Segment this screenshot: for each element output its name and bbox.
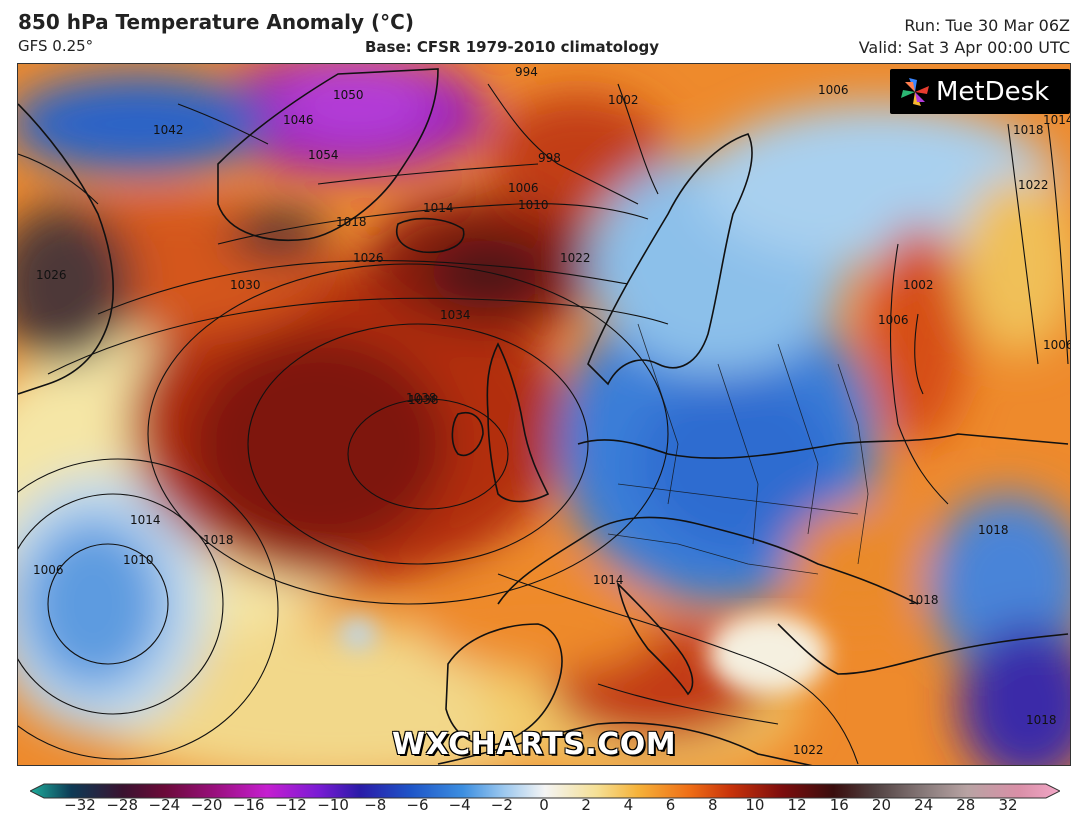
model-label: GFS 0.25° — [18, 37, 94, 55]
colorbar-tick-label: −16 — [232, 796, 265, 814]
colorbar-tick-label: 6 — [665, 796, 676, 814]
colorbar-tick-label: −10 — [317, 796, 349, 814]
isobar-label: 1014 — [1043, 113, 1071, 127]
colorbar-tick-label: −32 — [64, 796, 96, 814]
isobar-label: 1018 — [203, 533, 234, 547]
isobar-label: 1018 — [1013, 123, 1044, 137]
pinwheel-icon — [901, 78, 929, 106]
colorbar-tick-label: −8 — [364, 796, 387, 814]
colorbar-tick-label: 24 — [914, 796, 934, 814]
colorbar-tick-label: −4 — [448, 796, 471, 814]
isobar-label: 1006 — [508, 181, 539, 195]
isobar-label: 1014 — [423, 201, 454, 215]
colorbar — [30, 783, 1060, 799]
watermark: WXCHARTS.COM — [392, 727, 677, 762]
map-canvas: 1042 1050 1046 1054 1038 994 998 1002 10… — [18, 64, 1071, 765]
anomaly-map: 1042 1050 1046 1054 1038 994 998 1002 10… — [17, 63, 1071, 766]
isobar-label: 1006 — [33, 563, 64, 577]
isobar-label: 1046 — [283, 113, 314, 127]
isobar-label: 1014 — [593, 573, 624, 587]
coastlines — [18, 68, 1069, 765]
colorbar-tick-label: −20 — [190, 796, 223, 814]
isobar-label: 1018 — [978, 523, 1009, 537]
country-borders — [607, 323, 869, 575]
colorbar-tick-label: 4 — [623, 796, 634, 814]
isobar-label: 1026 — [36, 268, 67, 282]
isobar-label: 1018 — [908, 593, 939, 607]
colorbar-tick-label: 2 — [581, 796, 591, 814]
isobar-label: 1026 — [353, 251, 384, 265]
isobar-label: 1022 — [560, 251, 591, 265]
colorbar-tick-label: 28 — [956, 796, 976, 814]
isobar-label: 1038 — [408, 393, 439, 407]
colorbar-tick-label: 12 — [787, 796, 807, 814]
header: 850 hPa Temperature Anomaly (°C) GFS 0.2… — [0, 0, 1088, 62]
colorbar-tick-label: 8 — [707, 796, 718, 814]
isobar-label: 1006 — [1043, 338, 1071, 352]
colorbar-tick-label: 20 — [871, 796, 891, 814]
isobar-label: 1038 — [406, 391, 437, 405]
climatology-base-label: Base: CFSR 1979-2010 climatology — [365, 38, 660, 56]
isobar-label: 994 — [515, 65, 538, 79]
colorbar-tick-label: −6 — [406, 796, 429, 814]
isobar-label: 1022 — [793, 743, 824, 757]
logo-text: MetDesk — [936, 77, 1050, 107]
isobar-label: 1018 — [1026, 713, 1057, 727]
isobar-label: 1002 — [903, 278, 934, 292]
isobar-label: 1006 — [878, 313, 909, 327]
isobar-label: 1042 — [153, 123, 184, 137]
colorbar-tick-label: 10 — [745, 796, 765, 814]
colorbar-ticks: −32 −28 −24 −20 −16 −12 −10 −8 −6 −4 −2 0 2 4 6 8 10 12 16… — [0, 790, 1088, 820]
isobar-label: 1010 — [518, 198, 549, 212]
colorbar-tick-label: −2 — [490, 796, 513, 814]
isobar-label: 1030 — [230, 278, 261, 292]
isobar-label: 1002 — [608, 93, 639, 107]
isobar-labels: 1042 1050 1046 1054 1038 994 998 1002 10… — [33, 65, 1071, 757]
colorbar-tick-label: −28 — [106, 796, 138, 814]
colorbar-tick-label: 32 — [998, 796, 1018, 814]
run-time-label: Run: Tue 30 Mar 06Z — [904, 16, 1070, 35]
isobar-label: 998 — [538, 151, 561, 165]
isobar-label: 1006 — [818, 83, 849, 97]
chart-title: 850 hPa Temperature Anomaly (°C) — [18, 10, 414, 34]
isobar-label: 1034 — [440, 308, 471, 322]
isobar-label: 1050 — [333, 88, 364, 102]
isobar-label: 1022 — [1018, 178, 1049, 192]
isobar-label: 1018 — [336, 215, 367, 229]
isobar-label: 1010 — [123, 553, 154, 567]
isobars — [18, 83, 1069, 765]
isobar-label: 1054 — [308, 148, 339, 162]
isobar-label: 1014 — [130, 513, 161, 527]
metdesk-logo: MetDesk — [890, 69, 1070, 114]
colorbar-tick-label: −12 — [275, 796, 307, 814]
valid-time-label: Valid: Sat 3 Apr 00:00 UTC — [858, 38, 1070, 57]
colorbar-tick-label: 16 — [829, 796, 849, 814]
colorbar-tick-label: −24 — [148, 796, 181, 814]
colorbar-tick-label: 0 — [539, 796, 549, 814]
